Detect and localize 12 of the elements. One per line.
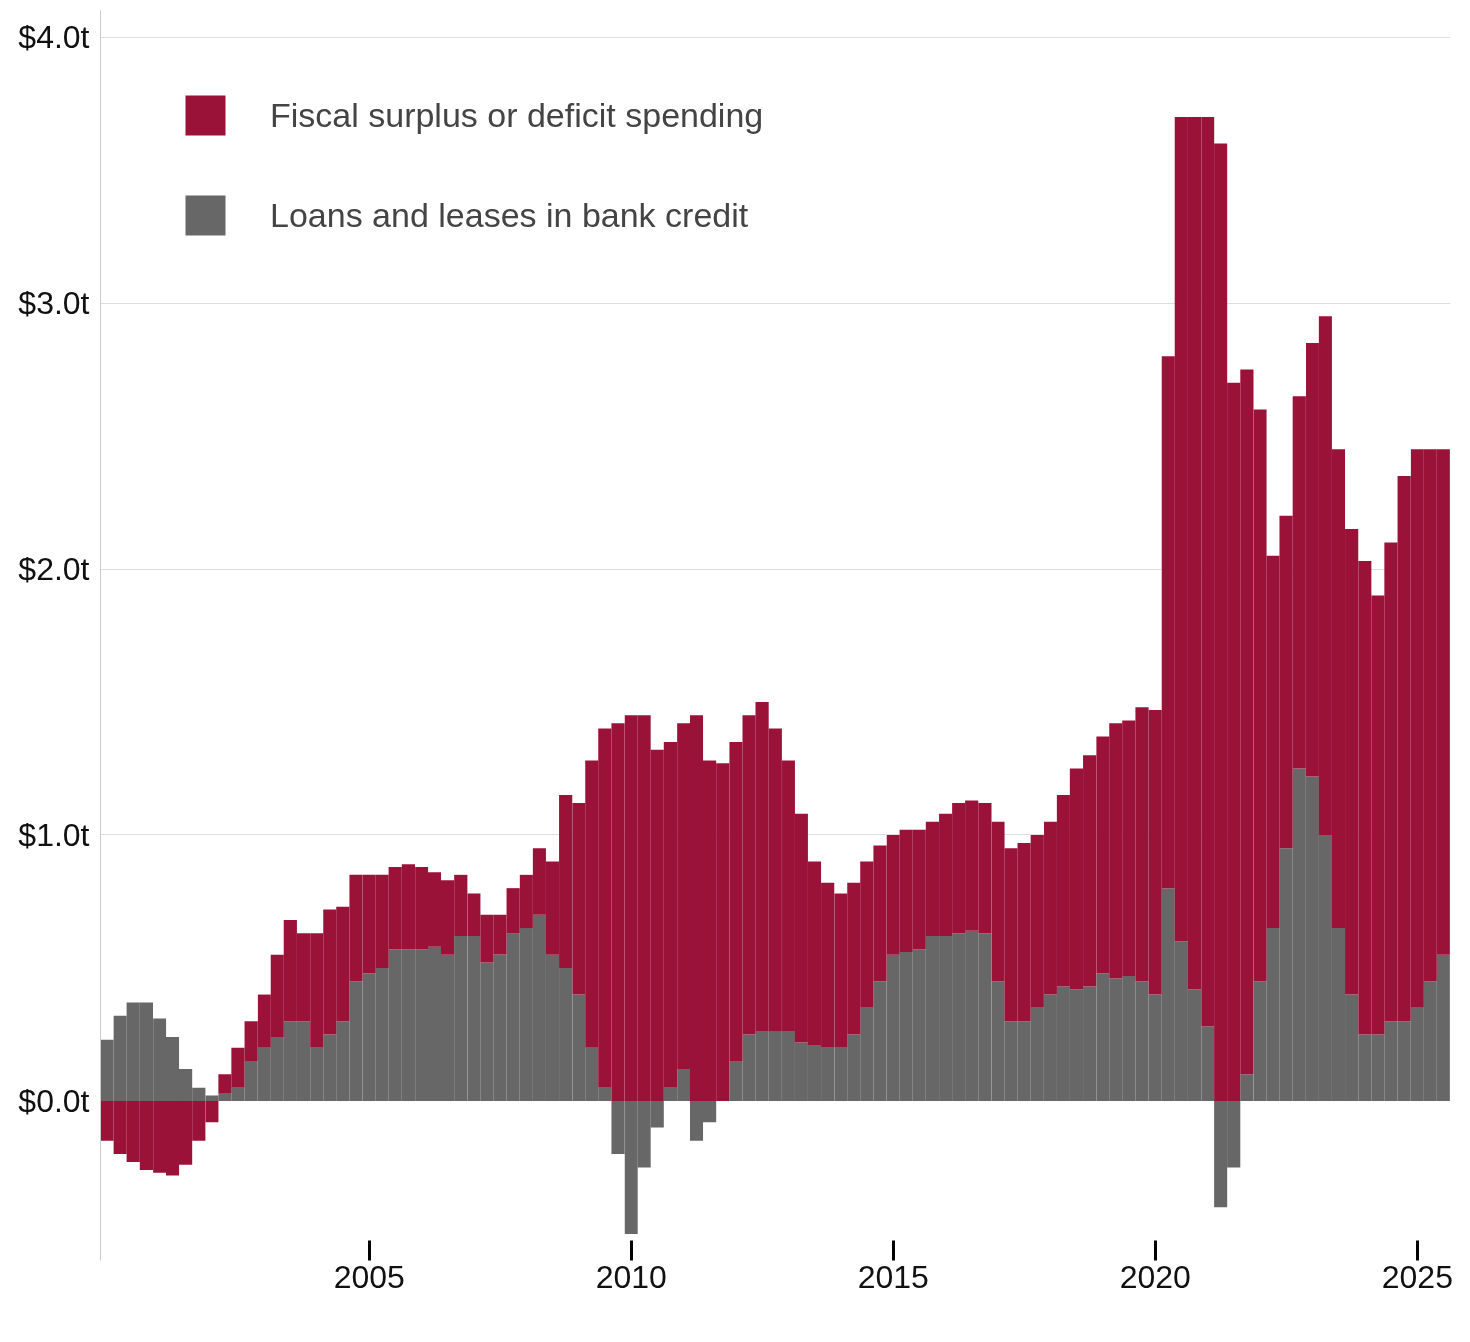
y-tick-label: $4.0t (18, 19, 90, 56)
x-tick-label: 2025 (1381, 1258, 1453, 1295)
x-tick-label: 2015 (857, 1258, 929, 1295)
x-tick-label: 2005 (333, 1258, 405, 1295)
y-tick-label: $3.0t (18, 285, 90, 322)
y-tick-label: $0.0t (18, 1082, 90, 1119)
x-tick-label: 2020 (1119, 1258, 1191, 1295)
y-tick-label: $1.0t (18, 816, 90, 853)
y-tick-label: $2.0t (18, 551, 90, 588)
legend-label: Fiscal surplus or deficit spending (270, 95, 764, 135)
x-tick-label: 2010 (595, 1258, 667, 1295)
legend-label: Loans and leases in bank credit (270, 195, 749, 235)
